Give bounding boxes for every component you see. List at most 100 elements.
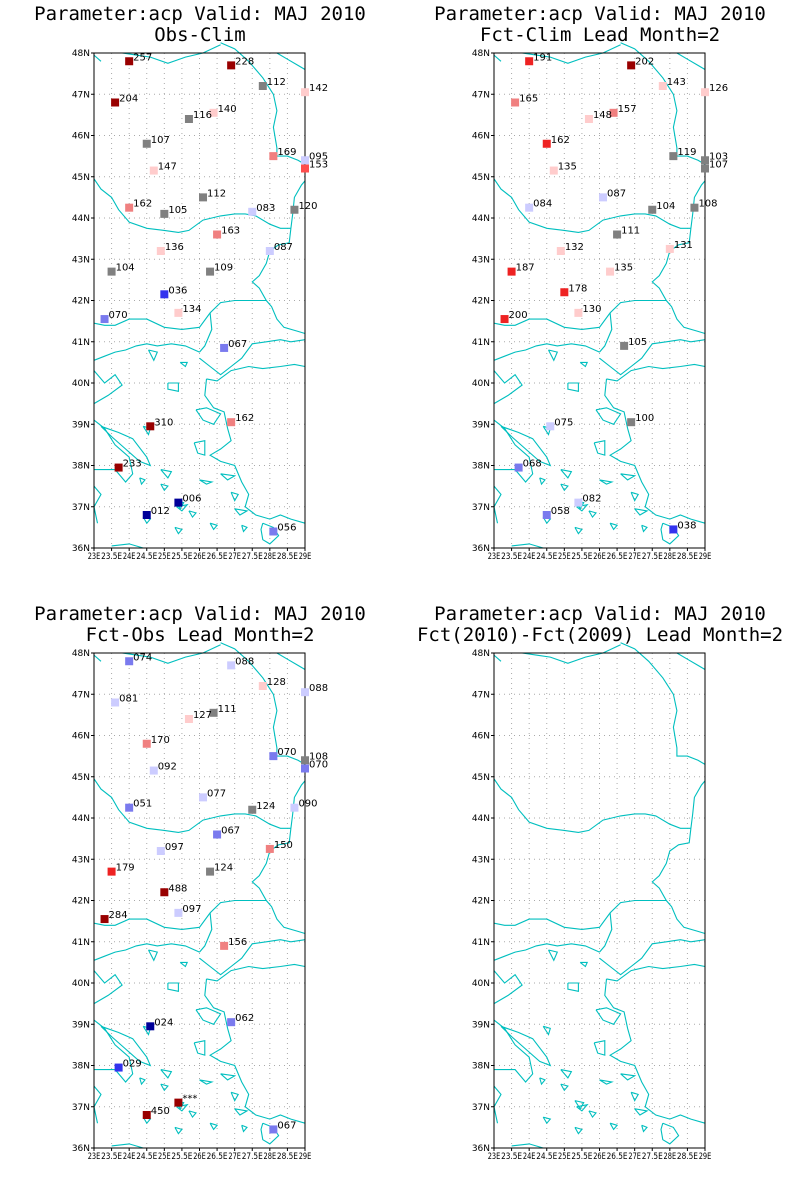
lon-tick-label: 29E bbox=[699, 1152, 712, 1162]
station-value-label: 162 bbox=[235, 413, 254, 424]
station-marker bbox=[146, 422, 155, 431]
station-marker bbox=[107, 267, 116, 276]
station-value-label: 124 bbox=[214, 863, 233, 874]
station-value-label: 124 bbox=[256, 801, 275, 812]
panel-title-line2: Fct-Clim Lead Month=2 bbox=[479, 24, 721, 46]
lon-tick-label: 28.5E bbox=[677, 552, 698, 562]
station-marker bbox=[111, 98, 120, 107]
station-value-label: 105 bbox=[628, 337, 647, 348]
station-value-label: 087 bbox=[274, 242, 293, 253]
station-value-label: 191 bbox=[533, 52, 552, 63]
station-value-label: 081 bbox=[119, 694, 138, 705]
station-marker bbox=[525, 57, 534, 66]
station-marker bbox=[174, 308, 183, 317]
panel-title-line2: Fct(2010)-Fct(2009) Lead Month=2 bbox=[416, 624, 784, 646]
station-marker bbox=[301, 88, 309, 97]
station-marker bbox=[542, 511, 551, 519]
lon-tick-label: 26.5E bbox=[607, 552, 628, 562]
station-marker bbox=[301, 764, 309, 773]
station-marker bbox=[142, 511, 151, 519]
station-marker bbox=[206, 867, 215, 876]
station-value-label: 257 bbox=[133, 52, 152, 63]
lat-tick-label: 39N bbox=[72, 1020, 90, 1030]
station-marker bbox=[206, 267, 215, 276]
station-value-label: 108 bbox=[309, 751, 328, 762]
station-value-label: 104 bbox=[656, 201, 675, 212]
station-marker bbox=[269, 752, 278, 761]
station-marker bbox=[269, 152, 278, 161]
grid-lines bbox=[94, 53, 305, 548]
station-marker bbox=[546, 422, 555, 431]
station-marker bbox=[606, 267, 615, 276]
lon-tick-label: 26E bbox=[593, 1152, 606, 1162]
station-value-label: 128 bbox=[267, 677, 286, 688]
station-value-label: 051 bbox=[133, 799, 152, 810]
station-marker bbox=[248, 207, 257, 216]
lon-tick-label: 23E bbox=[88, 1152, 101, 1162]
station-value-label: 147 bbox=[158, 162, 177, 173]
lon-tick-label: 26E bbox=[593, 552, 606, 562]
station-marker bbox=[227, 1018, 236, 1027]
lon-tick-label: 28.5E bbox=[677, 1152, 698, 1162]
lat-tick-label: 43N bbox=[472, 255, 490, 265]
station-value-label: 038 bbox=[677, 520, 696, 531]
station-marker bbox=[500, 315, 509, 324]
station-marker bbox=[114, 463, 123, 472]
panel-title-line1: Parameter:acp Valid: MAJ 2010 bbox=[434, 603, 766, 625]
station-value-label: 075 bbox=[554, 417, 573, 428]
lat-tick-label: 43N bbox=[72, 855, 90, 865]
station-marker bbox=[160, 209, 169, 218]
station-value-label: 107 bbox=[709, 160, 728, 171]
station-value-label: 140 bbox=[218, 104, 237, 115]
station-value-label: *** bbox=[182, 1094, 197, 1105]
station-value-label: 097 bbox=[165, 842, 184, 853]
station-marker bbox=[574, 308, 583, 317]
lat-tick-label: 40N bbox=[72, 379, 90, 389]
station-value-label: 162 bbox=[133, 199, 152, 210]
lat-tick-label: 37N bbox=[72, 1103, 90, 1113]
lat-tick-label: 42N bbox=[72, 897, 90, 907]
lat-tick-label: 37N bbox=[72, 503, 90, 513]
station-marker bbox=[542, 139, 551, 148]
station-marker bbox=[114, 1063, 123, 1072]
lat-tick-label: 45N bbox=[472, 173, 490, 183]
lon-tick-label: 26.5E bbox=[207, 1152, 228, 1162]
lat-tick-label: 36N bbox=[472, 544, 490, 554]
station-value-label: 134 bbox=[182, 304, 201, 315]
station-marker bbox=[156, 847, 165, 855]
station-value-label: 100 bbox=[635, 413, 654, 424]
station-value-label: 148 bbox=[593, 110, 612, 121]
station-marker bbox=[174, 498, 183, 507]
lon-tick-label: 25.5E bbox=[571, 1152, 592, 1162]
station-value-label: 156 bbox=[228, 937, 247, 948]
station-marker bbox=[107, 867, 116, 876]
lon-tick-label: 29E bbox=[299, 552, 312, 562]
station-marker bbox=[301, 756, 309, 765]
station-value-label: 178 bbox=[568, 283, 587, 294]
lon-tick-label: 24.5E bbox=[536, 1152, 557, 1162]
station-value-label: 108 bbox=[698, 199, 717, 210]
station-marker bbox=[199, 193, 208, 202]
station-marker bbox=[627, 61, 636, 70]
station-value-label: 067 bbox=[221, 826, 240, 837]
station-value-label: 200 bbox=[509, 310, 528, 321]
station-marker bbox=[613, 230, 622, 239]
station-marker bbox=[227, 661, 236, 670]
station-marker bbox=[160, 290, 169, 299]
lat-tick-label: 43N bbox=[72, 255, 90, 265]
lon-tick-label: 24.5E bbox=[136, 552, 157, 562]
station-marker bbox=[125, 657, 134, 666]
station-value-label: 070 bbox=[277, 747, 296, 758]
station-value-label: 135 bbox=[614, 263, 633, 274]
lon-tick-label: 27.5E bbox=[642, 1152, 663, 1162]
station-marker bbox=[690, 203, 699, 212]
station-marker bbox=[620, 341, 629, 350]
lat-tick-label: 44N bbox=[72, 814, 90, 824]
panel-title-line1: Parameter:acp Valid: MAJ 2010 bbox=[34, 603, 366, 625]
lon-tick-label: 24E bbox=[123, 552, 136, 562]
station-marker bbox=[125, 203, 134, 212]
lon-tick-label: 26E bbox=[193, 552, 206, 562]
panel-title-line2: Fct-Obs Lead Month=2 bbox=[85, 624, 315, 646]
station-value-label: 056 bbox=[277, 523, 296, 534]
station-marker bbox=[669, 525, 678, 534]
